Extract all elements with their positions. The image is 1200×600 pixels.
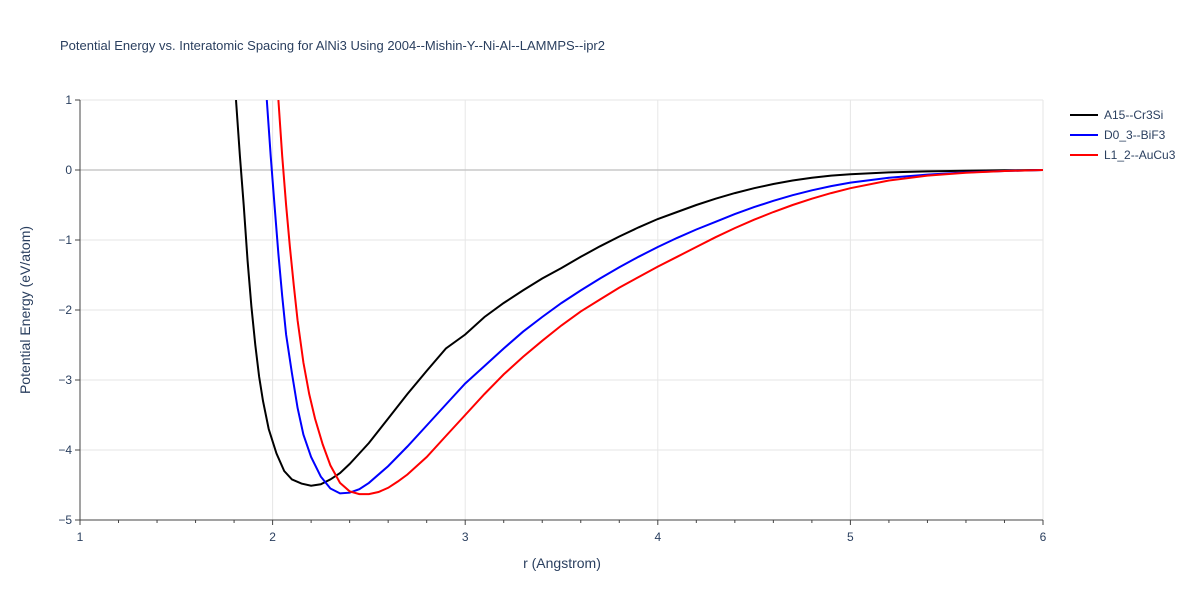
legend-label-1: D0_3--BiF3 [1104, 128, 1166, 142]
y-tick-label: −2 [58, 303, 72, 317]
y-tick-label: 1 [65, 93, 72, 107]
legend-label-2: L1_2--AuCu3 [1104, 148, 1176, 162]
x-tick-label: 3 [462, 530, 469, 544]
x-tick-label: 1 [77, 530, 84, 544]
y-tick-label: −3 [58, 373, 72, 387]
series-line-0 [235, 100, 1043, 487]
x-tick-label: 6 [1040, 530, 1047, 544]
series-layer [235, 100, 1043, 496]
y-tick-label: −4 [58, 443, 72, 457]
legend: A15--Cr3Si D0_3--BiF3 L1_2--AuCu3 [1070, 108, 1176, 162]
grid [80, 99, 1044, 520]
y-tick-label: −1 [58, 233, 72, 247]
x-tick-label: 5 [847, 530, 854, 544]
series-line-2 [277, 100, 1043, 496]
chart-title: Potential Energy vs. Interatomic Spacing… [60, 38, 605, 53]
y-tick-label: 0 [65, 163, 72, 177]
x-axis-title: r (Angstrom) [523, 555, 601, 571]
x-tick-label: 2 [269, 530, 276, 544]
y-axis-title: Potential Energy (eV/atom) [17, 226, 33, 394]
axes: 1 2 3 4 5 6 1 0 −1 −2 −3 −4 −5 [58, 93, 1046, 544]
series-line-1 [265, 100, 1043, 495]
legend-label-0: A15--Cr3Si [1104, 108, 1163, 122]
x-tick-label: 4 [654, 530, 661, 544]
y-tick-label: −5 [58, 513, 72, 527]
